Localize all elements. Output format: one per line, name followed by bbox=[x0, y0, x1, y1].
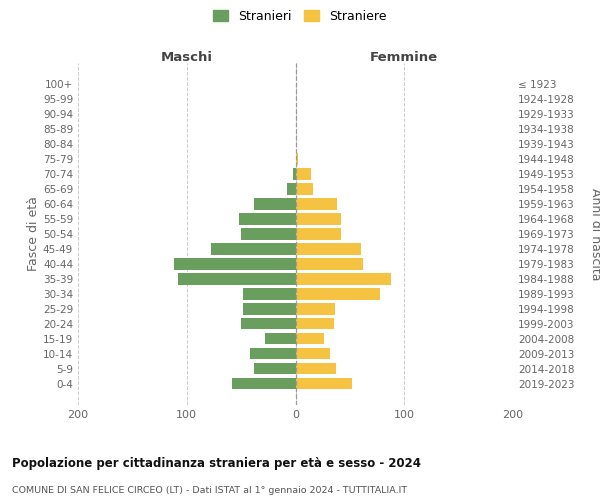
Bar bbox=[293, 168, 296, 179]
Bar bbox=[296, 378, 352, 390]
Bar bbox=[232, 378, 296, 390]
Text: Popolazione per cittadinanza straniera per età e sesso - 2024: Popolazione per cittadinanza straniera p… bbox=[12, 458, 421, 470]
Bar bbox=[239, 213, 296, 224]
Bar bbox=[254, 198, 296, 209]
Bar bbox=[296, 273, 391, 284]
Bar bbox=[296, 168, 311, 179]
Bar bbox=[265, 333, 296, 344]
Legend: Stranieri, Straniere: Stranieri, Straniere bbox=[211, 7, 389, 25]
Bar bbox=[296, 348, 331, 360]
Bar bbox=[244, 288, 296, 300]
Text: COMUNE DI SAN FELICE CIRCEO (LT) - Dati ISTAT al 1° gennaio 2024 - TUTTITALIA.IT: COMUNE DI SAN FELICE CIRCEO (LT) - Dati … bbox=[12, 486, 407, 495]
Bar bbox=[250, 348, 296, 360]
Bar bbox=[287, 183, 296, 194]
Bar bbox=[211, 243, 296, 254]
Bar bbox=[241, 318, 296, 330]
Text: Maschi: Maschi bbox=[161, 52, 213, 64]
Bar bbox=[296, 303, 335, 314]
Bar bbox=[296, 153, 298, 164]
Bar bbox=[244, 303, 296, 314]
Y-axis label: Fasce di età: Fasce di età bbox=[27, 196, 40, 271]
Bar bbox=[178, 273, 296, 284]
Bar bbox=[296, 363, 336, 374]
Bar bbox=[296, 198, 337, 209]
Bar bbox=[241, 228, 296, 239]
Bar bbox=[296, 213, 341, 224]
Bar bbox=[296, 243, 361, 254]
Bar bbox=[254, 363, 296, 374]
Text: Femmine: Femmine bbox=[370, 52, 439, 64]
Bar bbox=[296, 228, 341, 239]
Bar bbox=[296, 318, 334, 330]
Bar bbox=[296, 258, 363, 270]
Bar bbox=[296, 183, 313, 194]
Bar bbox=[296, 333, 324, 344]
Bar bbox=[296, 288, 380, 300]
Bar bbox=[174, 258, 296, 270]
Y-axis label: Anni di nascita: Anni di nascita bbox=[589, 188, 600, 280]
